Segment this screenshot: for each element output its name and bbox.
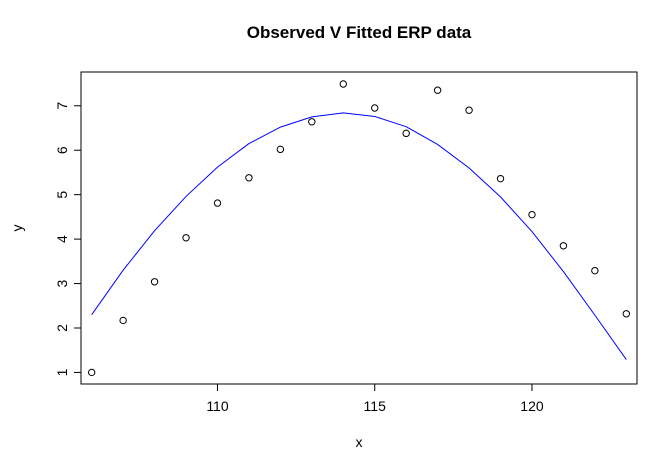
y-axis-label: y xyxy=(9,225,25,232)
observed-point xyxy=(622,310,631,318)
observed-point xyxy=(371,104,379,112)
observed-point xyxy=(496,174,505,183)
observed-point xyxy=(339,80,347,88)
y-tick-label: 6 xyxy=(54,146,70,154)
observed-point xyxy=(402,129,410,138)
observed-point xyxy=(559,242,568,250)
y-tick-label: 3 xyxy=(54,279,70,287)
observed-point xyxy=(213,199,222,207)
observed-point xyxy=(528,210,536,219)
y-tick-label: 5 xyxy=(54,191,70,199)
y-tick-label: 1 xyxy=(54,368,70,376)
y-axis: 1 2 3 4 5 6 7 xyxy=(54,102,82,376)
chart-title: Observed V Fitted ERP data xyxy=(247,23,472,42)
observed-point xyxy=(308,118,316,126)
y-tick-label: 2 xyxy=(54,324,70,332)
y-tick-label: 7 xyxy=(54,102,70,110)
x-axis: 110 115 120 xyxy=(206,383,544,414)
observed-point xyxy=(465,106,473,114)
observed-point xyxy=(87,368,96,377)
observed-point xyxy=(591,266,599,275)
observed-point xyxy=(433,86,442,94)
observed-point xyxy=(119,316,127,325)
fitted-line xyxy=(91,112,627,360)
x-tick-label: 120 xyxy=(520,398,544,414)
plot-area xyxy=(87,80,631,377)
x-tick-label: 115 xyxy=(364,398,387,414)
observed-point xyxy=(182,234,190,242)
observed-point xyxy=(150,278,159,286)
y-tick-label: 4 xyxy=(54,235,70,243)
x-tick-label: 110 xyxy=(206,398,229,414)
observed-point xyxy=(245,174,253,182)
observed-point xyxy=(276,145,285,154)
x-axis-label: x xyxy=(356,434,363,450)
